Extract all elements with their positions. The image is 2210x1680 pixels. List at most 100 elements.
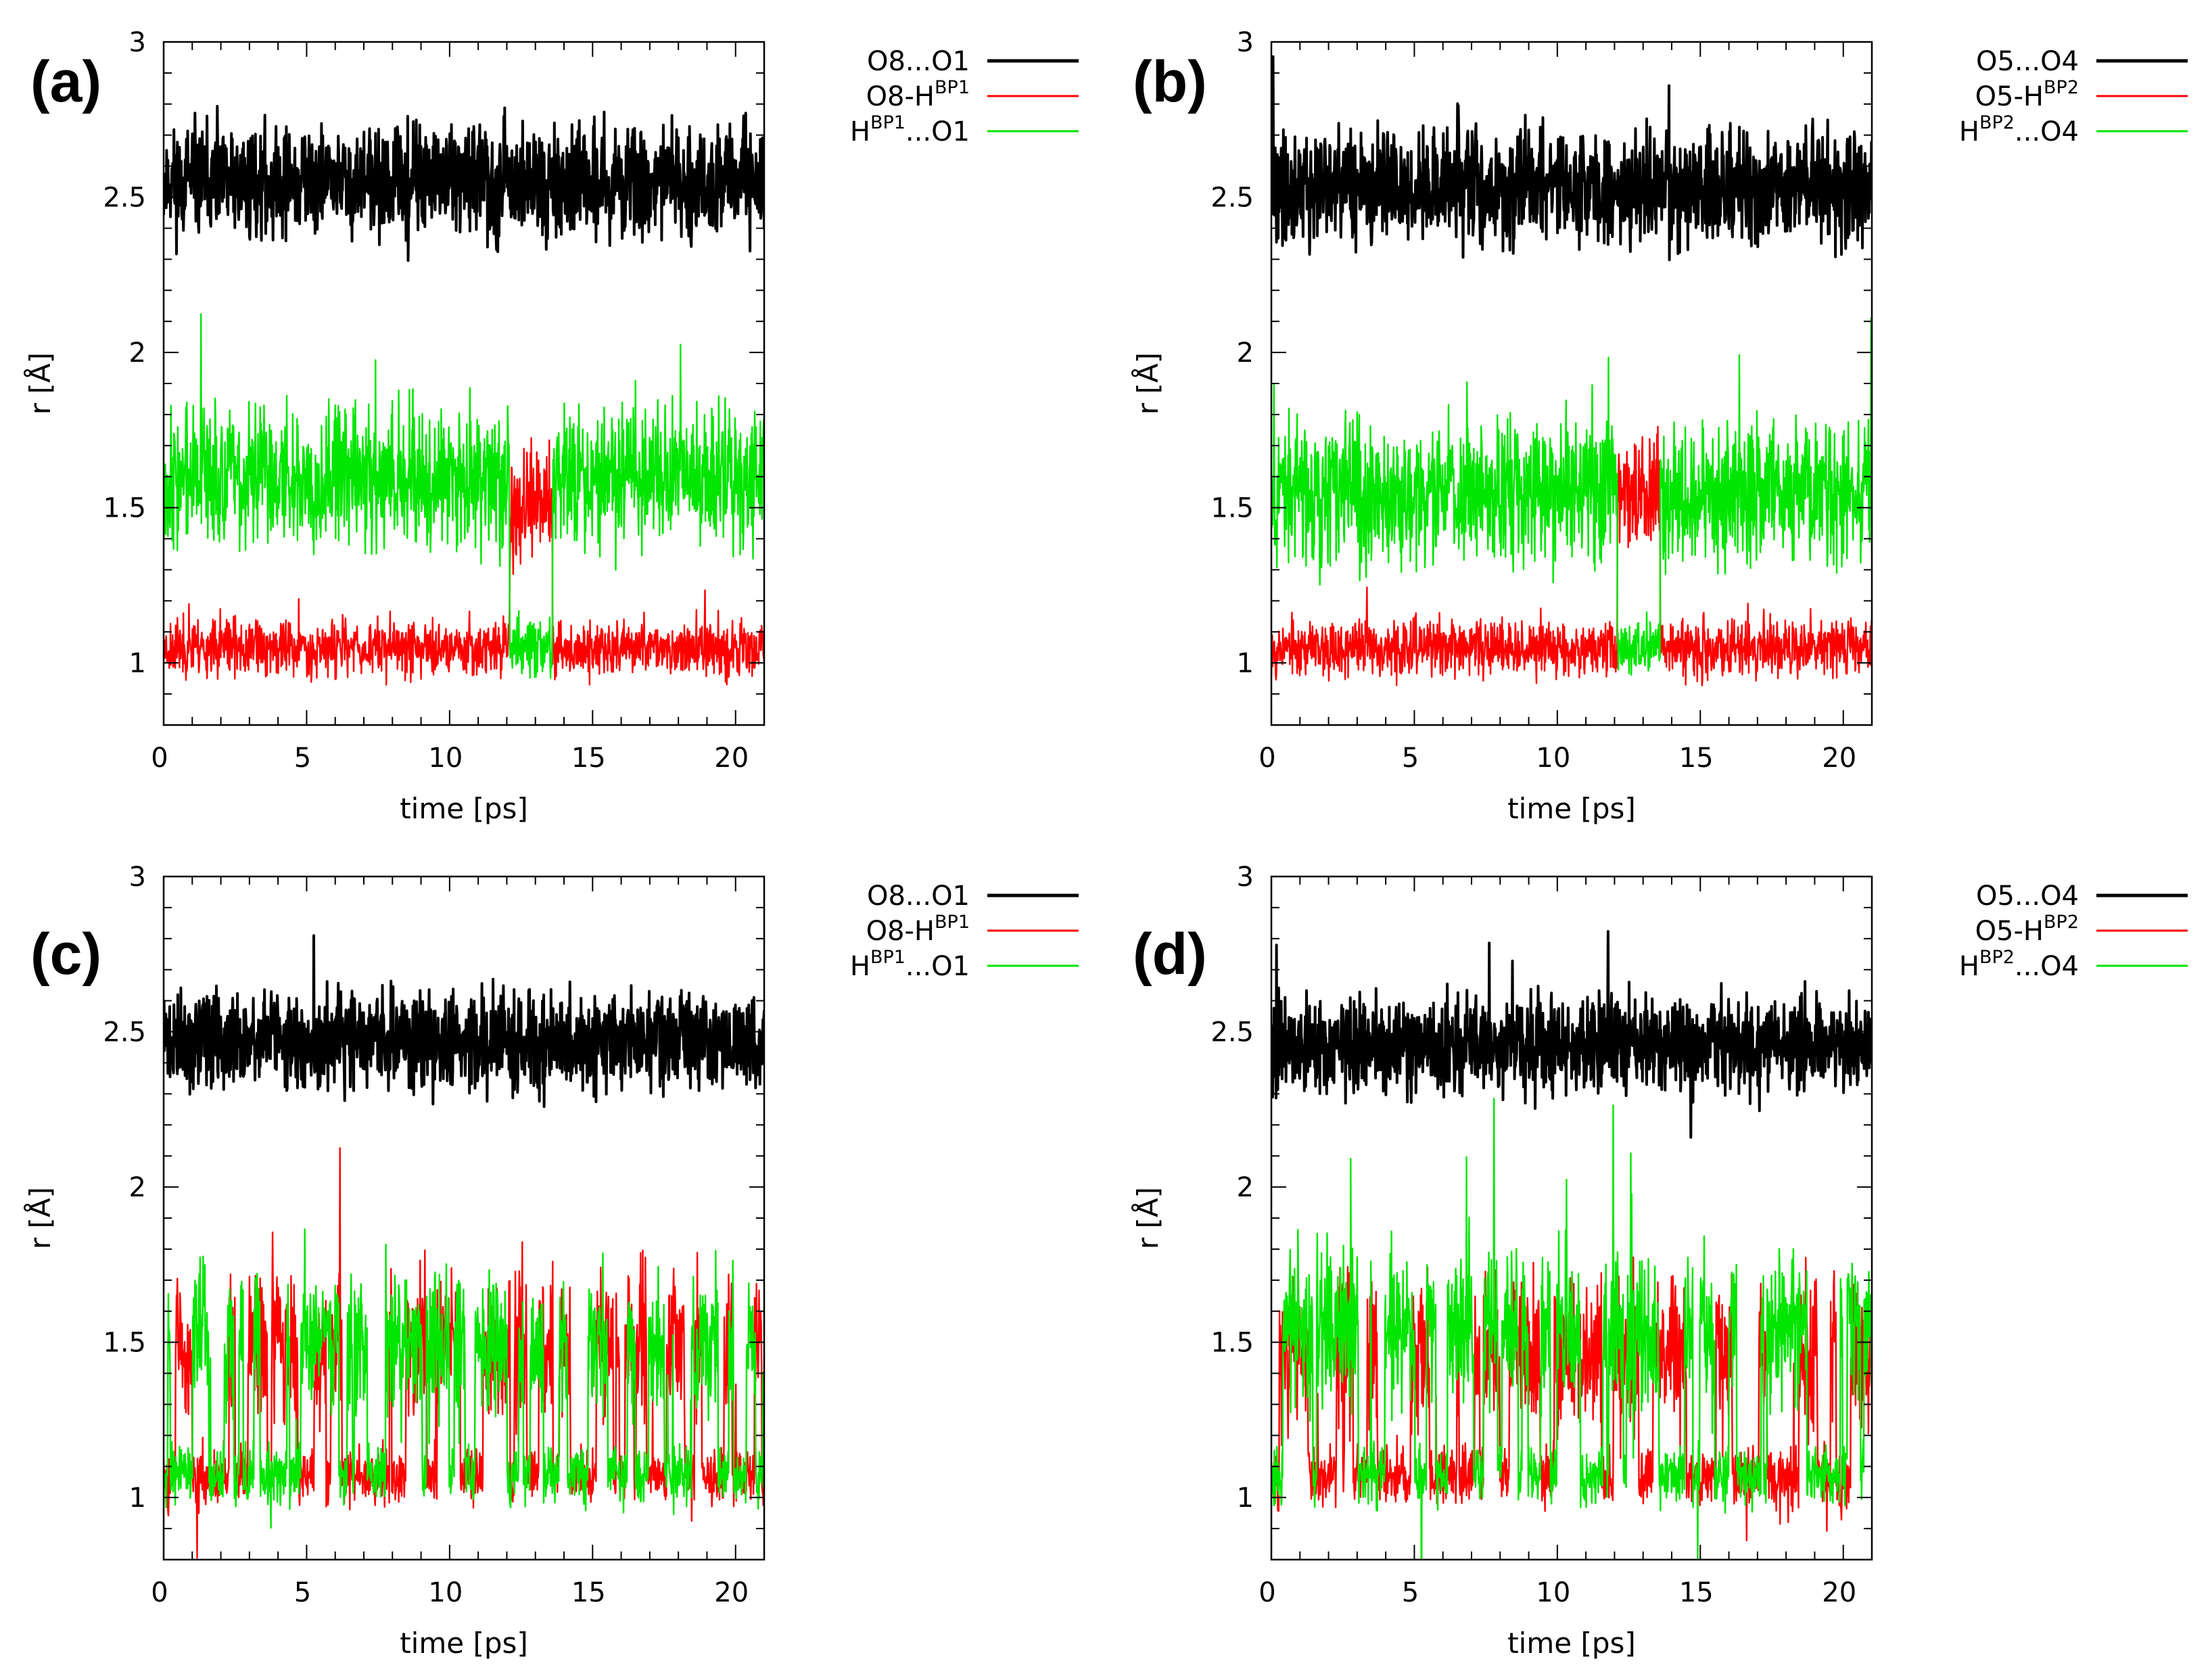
y-tick-label: 3 — [129, 27, 146, 58]
legend-text-prefix: O5-H — [1975, 916, 2044, 947]
chart-panel-d: 0 5 10 15 20 1 1.5 2 2.5 3 time [ps] r [Å] (d) O5...O… — [1131, 862, 2188, 1660]
chart-panel-a: 0 5 10 15 20 1 1.5 2 2.5 3 time [ps] r [Å] (a) O8...O… — [23, 27, 1079, 825]
x-tick-label: 20 — [1822, 1577, 1856, 1608]
legend-text-prefix: O8-H — [866, 81, 935, 112]
legend-entry: O5-HBP2 — [1975, 77, 2079, 112]
legend-text-sup: BP2 — [2044, 912, 2079, 933]
y-tick-label: 1 — [129, 1483, 146, 1514]
x-tick-label: 15 — [571, 743, 606, 774]
x-axis-label: time [ps] — [400, 1627, 528, 1660]
chart-panel-b: 0 5 10 15 20 1 1.5 2 2.5 3 time [ps] r [Å] (b) O5...O… — [1131, 27, 2188, 825]
series-line-1 — [164, 934, 764, 1109]
legend-text-sup: BP1 — [870, 947, 906, 968]
y-tick-label: 1.5 — [103, 493, 146, 524]
y-tick-label: 1 — [1237, 648, 1254, 679]
legend-entry: HBP2...O4 — [1959, 947, 2079, 982]
legend-entry: O5...O4 — [1976, 46, 2079, 77]
x-tick-label: 5 — [294, 1577, 311, 1608]
series-line-3 — [1271, 1098, 1872, 1560]
legend-text-sup: BP2 — [1979, 947, 2015, 968]
y-tick-label: 2.5 — [1210, 183, 1254, 214]
y-axis-label: r [Å] — [23, 1187, 57, 1249]
legend-entry: O8...O1 — [867, 46, 970, 77]
legend-entry: O5-HBP2 — [1975, 912, 2079, 947]
y-axis-label: r [Å] — [23, 352, 57, 415]
legend-entry: HBP2...O4 — [1959, 112, 2079, 147]
legend-text-prefix: O5...O4 — [1976, 46, 2079, 77]
legend-text-prefix: O5-H — [1975, 81, 2044, 112]
x-tick-label: 10 — [428, 1577, 463, 1608]
y-tick-label: 3 — [1237, 862, 1254, 893]
legend-entry: O8...O1 — [867, 881, 970, 912]
y-tick-label: 2.5 — [103, 1017, 146, 1048]
panel-label: (c) — [30, 922, 101, 987]
series-line-1 — [1271, 55, 1872, 262]
legend-text-prefix: O8...O1 — [867, 881, 970, 912]
series-group — [164, 934, 764, 1559]
x-tick-label: 0 — [1259, 1577, 1275, 1608]
y-axis-label: r [Å] — [1131, 352, 1165, 415]
legend-text-prefix: H — [850, 951, 870, 982]
legend-text-prefix: H — [850, 116, 870, 147]
panel-label: (b) — [1133, 49, 1207, 114]
y-tick-label: 2 — [129, 337, 146, 369]
x-axis-label: time [ps] — [1507, 792, 1636, 825]
x-tick-label: 20 — [714, 743, 749, 774]
y-tick-label: 1.5 — [103, 1328, 146, 1359]
y-tick-label: 1 — [1237, 1483, 1254, 1514]
y-tick-label: 2 — [1237, 337, 1254, 369]
legend-text-suffix: ...O4 — [2015, 951, 2079, 982]
legend-text-sup: BP1 — [870, 112, 906, 133]
series-line-1 — [1271, 930, 1872, 1139]
x-tick-label: 15 — [1679, 743, 1714, 774]
series-group — [1271, 930, 1872, 1560]
panel-label: (d) — [1133, 922, 1207, 987]
y-tick-label: 2 — [129, 1172, 146, 1203]
legend-text-suffix: ...O1 — [906, 951, 970, 982]
y-tick-label: 3 — [129, 862, 146, 893]
x-tick-label: 0 — [1259, 743, 1275, 774]
series-group — [164, 105, 764, 686]
legend-entry: O5...O4 — [1976, 881, 2079, 912]
series-line-3 — [1271, 317, 1872, 676]
x-tick-label: 0 — [151, 1577, 168, 1608]
x-axis-label: time [ps] — [400, 792, 528, 825]
x-tick-label: 20 — [714, 1577, 749, 1608]
legend-entry: O8-HBP1 — [866, 912, 970, 947]
y-tick-label: 2.5 — [1210, 1017, 1254, 1048]
series-line-2 — [1271, 425, 1872, 686]
legend-entry: O8-HBP1 — [866, 77, 970, 112]
x-tick-label: 0 — [151, 743, 168, 774]
chart-panel-c: 0 5 10 15 20 1 1.5 2 2.5 3 time [ps] r [Å] (c) O8...O… — [23, 862, 1079, 1660]
x-tick-label: 15 — [571, 1577, 606, 1608]
series-group — [1271, 55, 1872, 686]
legend-text-sup: BP1 — [935, 77, 970, 98]
x-tick-label: 20 — [1822, 743, 1856, 774]
y-tick-label: 3 — [1237, 27, 1254, 58]
legend-text-suffix: ...O1 — [906, 116, 970, 147]
x-tick-label: 5 — [1402, 1577, 1419, 1608]
panel-label: (a) — [30, 49, 101, 114]
series-line-1 — [164, 105, 764, 262]
series-line-3 — [164, 313, 764, 679]
series-line-2 — [164, 1147, 764, 1559]
x-tick-label: 10 — [1536, 743, 1570, 774]
series-line-3 — [164, 1228, 764, 1529]
x-axis-label: time [ps] — [1507, 1627, 1636, 1660]
y-tick-label: 2 — [1237, 1172, 1254, 1203]
legend-entry: HBP1...O1 — [850, 947, 970, 982]
series-line-2 — [164, 437, 764, 686]
legend-text-suffix: ...O4 — [2015, 116, 2079, 147]
legend-text-sup: BP2 — [2044, 77, 2079, 98]
x-tick-label: 10 — [428, 743, 463, 774]
legend-text-prefix: O5...O4 — [1976, 881, 2079, 912]
y-tick-label: 1.5 — [1210, 493, 1254, 524]
x-tick-label: 5 — [1402, 743, 1419, 774]
y-tick-label: 1 — [129, 648, 146, 679]
legend-text-prefix: H — [1959, 116, 1979, 147]
legend-text-prefix: H — [1959, 951, 1979, 982]
